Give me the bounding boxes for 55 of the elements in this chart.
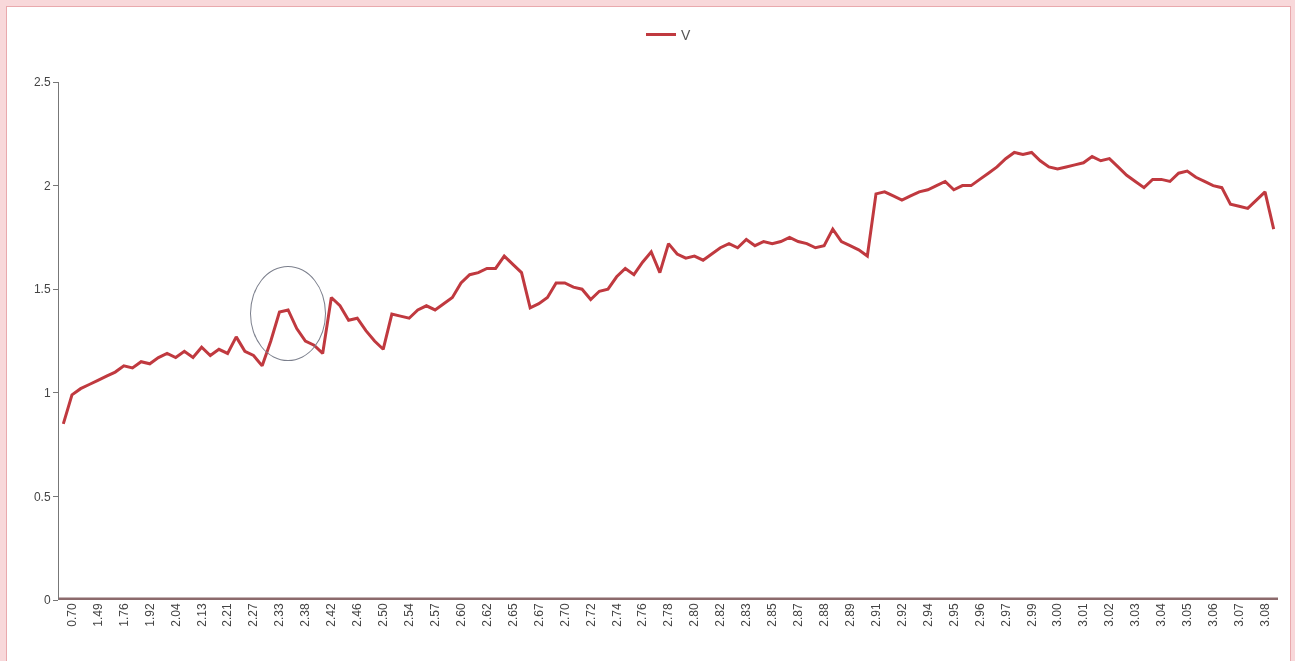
x-tick-label: 3.00	[1050, 603, 1065, 627]
line-series	[61, 150, 1276, 426]
x-tick-label: 2.42	[324, 603, 339, 627]
x-tick-label: 2.87	[791, 603, 806, 627]
x-tick-label: 2.96	[972, 603, 987, 627]
x-tick-label: 2.60	[453, 603, 468, 627]
x-tick-label: 1.92	[142, 603, 157, 627]
x-tick-label: 3.06	[1206, 603, 1221, 627]
x-tick-label: 2.95	[946, 603, 961, 627]
x-tick-label: 2.91	[868, 603, 883, 627]
y-tick-label: 0	[43, 593, 51, 608]
x-tick-label: 2.85	[765, 603, 780, 627]
x-tick-label: 1.76	[116, 603, 131, 627]
x-tick-label: 1.49	[90, 603, 105, 627]
x-tick-label: 2.74	[609, 603, 624, 627]
x-tick-label: 2.72	[583, 603, 598, 627]
legend-label: V	[681, 26, 691, 43]
x-tick-label: 2.57	[427, 603, 442, 627]
x-tick-label: 2.27	[246, 603, 261, 627]
x-tick-label: 2.89	[842, 603, 857, 627]
y-tick-label: 1	[43, 386, 51, 400]
x-tick-label: 2.76	[635, 603, 650, 627]
x-tick-label: 2.80	[687, 603, 702, 627]
x-tick-label: 2.33	[272, 603, 287, 627]
x-tick-label: 3.01	[1076, 603, 1091, 627]
x-tick-label: 2.99	[1024, 603, 1039, 627]
x-tick-label: 3.08	[1257, 603, 1272, 627]
y-tick-label: 1.5	[33, 282, 51, 297]
x-tick-label: 2.13	[194, 603, 209, 627]
x-tick-label: 2.88	[817, 603, 832, 627]
x-tick-label: 2.70	[557, 603, 572, 627]
x-tick-label: 0.70	[64, 603, 79, 627]
x-tick-label: 3.07	[1232, 603, 1246, 627]
x-tick-label: 2.78	[661, 603, 676, 627]
x-tick-label: 2.46	[350, 603, 365, 627]
x-tick-label: 3.05	[1180, 603, 1195, 627]
y-tick-label: 2.5	[33, 75, 51, 90]
x-tick-label: 3.04	[1154, 603, 1169, 627]
x-tick-label: 2.38	[298, 603, 313, 627]
x-tick-label: 2.65	[505, 603, 520, 627]
x-tick-label: 2.54	[402, 603, 417, 627]
x-tick-label: 2.92	[894, 603, 909, 627]
x-tick-label: 2.04	[168, 603, 183, 627]
x-tick-label: 3.03	[1128, 603, 1143, 627]
x-tick-label: 2.94	[920, 603, 935, 627]
y-tick-label: 2	[43, 178, 51, 193]
x-tick-label: 2.97	[998, 603, 1013, 627]
x-tick-label: 3.02	[1102, 603, 1117, 627]
y-tick-label: 0.5	[33, 489, 51, 504]
x-tick-label: 2.21	[220, 603, 235, 627]
x-tick-label: 2.82	[713, 603, 728, 627]
x-tick-label: 2.67	[531, 603, 546, 627]
x-tick-label: 2.83	[739, 603, 754, 627]
x-tick-label: 2.50	[376, 603, 391, 627]
x-tick-label: 2.62	[479, 603, 494, 627]
